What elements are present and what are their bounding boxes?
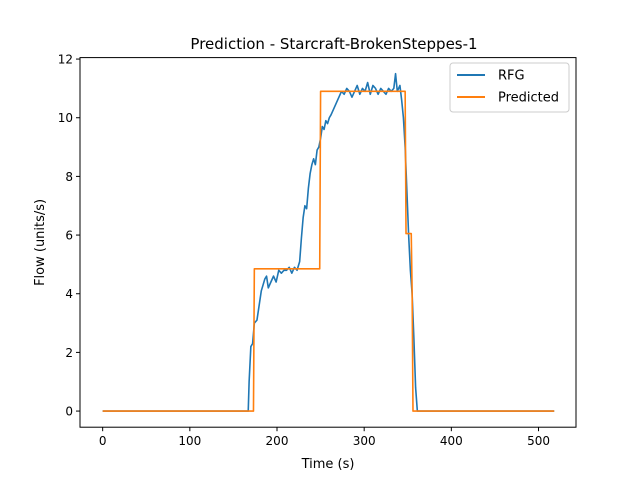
series-line-rfg: [102, 72, 555, 412]
legend-label-predicted: Predicted: [498, 91, 559, 106]
legend: RFG Predicted: [449, 62, 570, 113]
plot-frame: [79, 57, 577, 428]
x-tick-label: 100: [178, 434, 201, 448]
x-tick-label: 0: [99, 434, 107, 448]
y-tick-label: 8: [65, 170, 73, 184]
y-axis-label: Flow (units/s): [33, 199, 48, 286]
x-tick-label: 400: [440, 434, 463, 448]
series-line-predicted: [102, 90, 555, 412]
y-tick-label: 12: [58, 53, 73, 67]
y-axis-ticks: 0 2 4 6 8 10 12: [58, 53, 80, 419]
y-tick-label: 0: [65, 405, 73, 419]
plot-area: [79, 57, 577, 428]
y-tick-label: 6: [65, 229, 73, 243]
y-tick-label: 2: [65, 346, 73, 360]
legend-label-rfg: RFG: [498, 69, 525, 84]
x-tick-label: 200: [266, 434, 289, 448]
y-tick-label: 4: [65, 287, 73, 301]
chart-title: Prediction - Starcraft-BrokenSteppes-1: [190, 35, 477, 53]
x-axis-label: Time (s): [301, 457, 355, 472]
series-layer: [102, 72, 555, 412]
y-tick-label: 10: [58, 111, 73, 125]
x-tick-label: 300: [353, 434, 376, 448]
x-axis-ticks: 0 100 200 300 400 500: [99, 427, 550, 448]
x-tick-label: 500: [527, 434, 550, 448]
